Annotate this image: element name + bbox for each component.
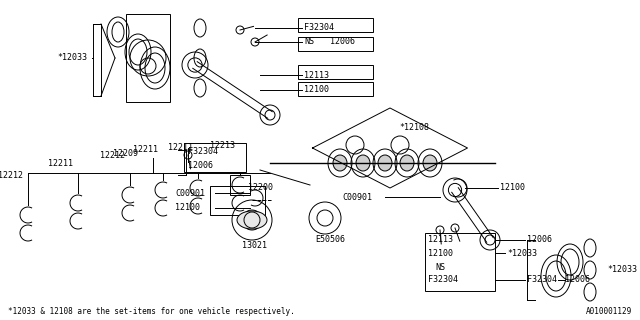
Text: 12100: 12100	[428, 249, 453, 258]
Text: E50506: E50506	[315, 236, 345, 244]
Text: 12100: 12100	[304, 85, 329, 94]
Text: 12212: 12212	[100, 150, 125, 159]
Text: F32304: F32304	[428, 276, 458, 284]
Text: 13021: 13021	[242, 241, 267, 250]
Text: C00901: C00901	[342, 193, 372, 202]
Text: 12100: 12100	[500, 183, 525, 193]
Text: NS: NS	[435, 262, 445, 271]
Bar	[298, 18, 373, 32]
Text: F32304: F32304	[188, 148, 218, 156]
Text: C00901: C00901	[175, 188, 205, 197]
Text: 12006: 12006	[330, 37, 355, 46]
Text: 12211: 12211	[168, 143, 193, 153]
Text: 12113: 12113	[428, 236, 453, 244]
Text: 12200: 12200	[248, 183, 273, 193]
Bar	[298, 82, 373, 96]
Bar	[210, 186, 265, 215]
Ellipse shape	[356, 155, 370, 171]
Text: F32304: F32304	[527, 276, 557, 284]
Text: 12211: 12211	[48, 158, 73, 167]
Text: *12033 & 12108 are the set-items for one vehicle respectively.: *12033 & 12108 are the set-items for one…	[8, 308, 295, 316]
Bar	[298, 37, 373, 51]
Text: 12006: 12006	[188, 162, 213, 171]
Text: 12209: 12209	[113, 148, 138, 157]
Text: F32304: F32304	[304, 23, 334, 33]
Text: 12211: 12211	[133, 146, 158, 155]
Ellipse shape	[378, 155, 392, 171]
Ellipse shape	[333, 155, 347, 171]
Bar	[184, 143, 246, 172]
Bar	[126, 14, 170, 102]
Text: *12108: *12108	[399, 124, 429, 132]
Ellipse shape	[423, 155, 437, 171]
Text: 12006: 12006	[527, 236, 552, 244]
Text: 12113: 12113	[304, 70, 329, 79]
Ellipse shape	[400, 155, 414, 171]
Bar	[298, 65, 373, 79]
Text: 12006: 12006	[565, 276, 590, 284]
Text: *12033: *12033	[57, 53, 87, 62]
Text: 12100: 12100	[175, 204, 200, 212]
Text: NS: NS	[304, 37, 314, 46]
Ellipse shape	[237, 211, 267, 229]
Text: *12033: *12033	[507, 249, 537, 258]
Text: A010001129: A010001129	[586, 308, 632, 316]
Text: 12213: 12213	[210, 140, 235, 149]
Bar	[425, 233, 495, 291]
Text: *12033: *12033	[607, 266, 637, 275]
Bar	[230, 175, 250, 195]
Text: 12212: 12212	[0, 171, 23, 180]
